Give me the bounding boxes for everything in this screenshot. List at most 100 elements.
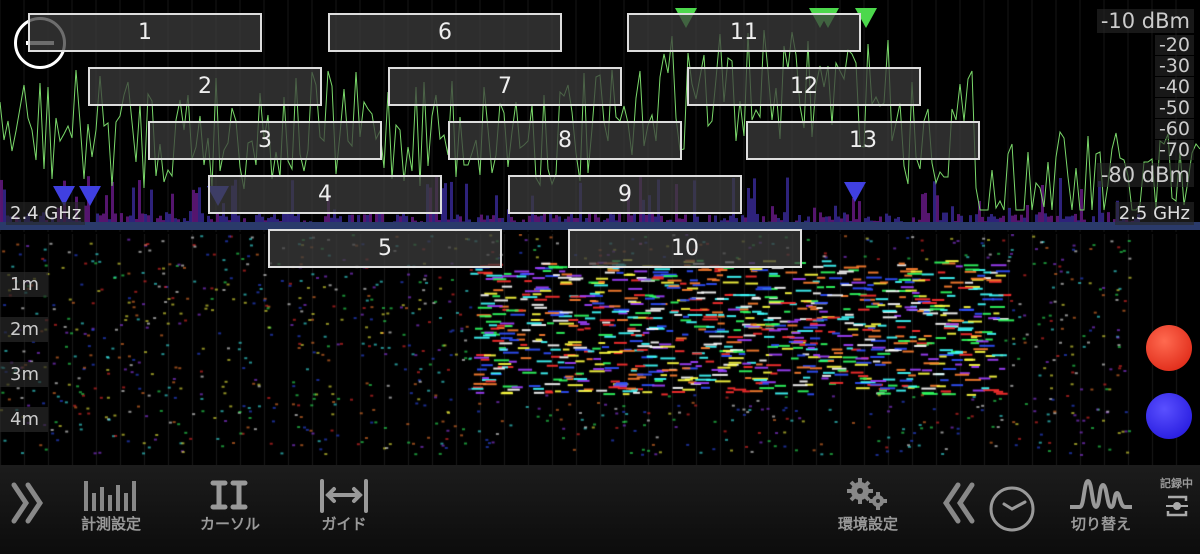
spectrum-bar [99, 215, 102, 226]
spectrum-bar [750, 198, 753, 226]
y-tick: -30 [1154, 56, 1194, 76]
spectrum-bar [714, 215, 717, 226]
spectrum-bar [942, 212, 945, 226]
spectrum-bar [837, 216, 840, 226]
waterfall-panel[interactable]: 1m 2m 3m 4m [0, 234, 1200, 465]
spectrum-bar [543, 212, 546, 226]
channel-box-5[interactable]: 5 [268, 229, 502, 268]
channel-box-13[interactable]: 13 [746, 121, 980, 160]
spectrum-bar [630, 215, 633, 226]
peak-marker-icon [79, 186, 101, 206]
spectrum-bar [978, 200, 981, 226]
spectrum-bar [405, 216, 408, 226]
peak-marker-icon [844, 182, 866, 202]
spectrum-bar [618, 211, 621, 226]
measure-settings-button[interactable]: 計測設定 [80, 477, 142, 534]
spectrum-bar [171, 193, 174, 226]
guide-button[interactable]: ガイド [318, 477, 370, 534]
spectrum-bar [1056, 215, 1059, 226]
spectrum-bar [369, 213, 372, 226]
spectrum-bar [924, 192, 927, 226]
y-axis-bottom-label: -80 dBm [1096, 163, 1194, 187]
spectrum-bar [282, 213, 285, 226]
spectrum-bar [813, 207, 816, 226]
spectrum-bar [258, 214, 261, 226]
channel-box-7[interactable]: 7 [388, 67, 622, 106]
y-tick: -20 [1154, 35, 1194, 55]
expand-left-button[interactable] [10, 481, 46, 525]
spectrum-bar [957, 214, 960, 226]
spectrum-bar [537, 216, 540, 226]
spectrum-bar [660, 215, 663, 226]
history-button[interactable] [988, 485, 1036, 533]
spectrum-bar [381, 212, 384, 226]
spectrum-bar [1038, 212, 1041, 226]
channel-box-4[interactable]: 4 [208, 175, 442, 214]
time-label: 4m [0, 407, 48, 432]
spectrum-bar [510, 216, 513, 226]
blue-marker-handle[interactable] [1146, 393, 1192, 439]
spectrum-bar [399, 216, 402, 226]
spectrum-bar [1023, 217, 1026, 226]
channel-box-9[interactable]: 9 [508, 175, 742, 214]
spectrum-bar [540, 215, 543, 226]
spectrum-bar [201, 213, 204, 226]
spectrum-bar [999, 217, 1002, 226]
spectrum-bar [396, 214, 399, 226]
channel-box-1[interactable]: 1 [28, 13, 262, 52]
switch-button[interactable]: 切り替え [1068, 477, 1134, 534]
spectrum-bar [1011, 215, 1014, 226]
channel-box-6[interactable]: 6 [328, 13, 562, 52]
spectrum-bar [168, 213, 171, 226]
spectrum-bar [1020, 214, 1023, 226]
spectrum-bar [936, 195, 939, 226]
cursor-button[interactable]: カーソル [195, 477, 265, 534]
spectrum-bar [219, 215, 222, 226]
channel-box-2[interactable]: 2 [88, 67, 322, 106]
recording-button[interactable]: 記録中 [1160, 475, 1193, 521]
spectrum-bar [1050, 215, 1053, 226]
spectrum-bar [351, 214, 354, 226]
collapse-right-button[interactable] [940, 481, 976, 525]
spectrum-bar [807, 216, 810, 226]
spectrum-bar [207, 215, 210, 226]
bottom-toolbar: 計測設定 カーソル ガイド 環境設定 切り替え 記録中 [0, 465, 1200, 554]
noise-floor [0, 222, 1200, 230]
spectrum-bar [774, 214, 777, 226]
spectrum-bar [1047, 216, 1050, 226]
record-icon [1165, 495, 1188, 517]
red-marker-handle[interactable] [1146, 325, 1192, 371]
channel-box-3[interactable]: 3 [148, 121, 382, 160]
spectrum-bar [3, 189, 6, 226]
spectrum-bar [684, 214, 687, 226]
spectrum-bar [1026, 205, 1029, 226]
spectrum-bar [1074, 213, 1077, 226]
env-settings-button[interactable]: 環境設定 [838, 477, 898, 534]
spectrum-bar [456, 214, 459, 226]
channel-box-8[interactable]: 8 [448, 121, 682, 160]
channel-box-10[interactable]: 10 [568, 229, 802, 268]
channel-box-12[interactable]: 12 [687, 67, 921, 106]
spectrum-bar [1041, 184, 1044, 226]
spectrum-bar [138, 180, 141, 226]
spectrum-bar [1098, 181, 1101, 226]
spectrum-bar [558, 216, 561, 226]
channel-box-11[interactable]: 11 [627, 13, 861, 52]
double-chevron-right-icon [11, 482, 44, 524]
waterfall-canvas [0, 234, 1200, 465]
y-tick: -70 [1154, 140, 1194, 160]
spectrum-bar [273, 214, 276, 226]
spectrum-bar [120, 213, 123, 226]
spectrum-bar [465, 183, 468, 226]
spectrum-bar [975, 214, 978, 226]
spectrum-bar [237, 215, 240, 226]
spectrum-bar [756, 213, 759, 226]
spectrum-bar [450, 181, 453, 226]
spectrum-bar [798, 215, 801, 226]
spectrum-bar [597, 217, 600, 226]
spectrum-bar [0, 179, 3, 226]
spectrum-bar [654, 216, 657, 226]
spectrum-bar [105, 195, 108, 226]
spectrum-bar [192, 189, 195, 226]
clock-icon [989, 486, 1035, 532]
